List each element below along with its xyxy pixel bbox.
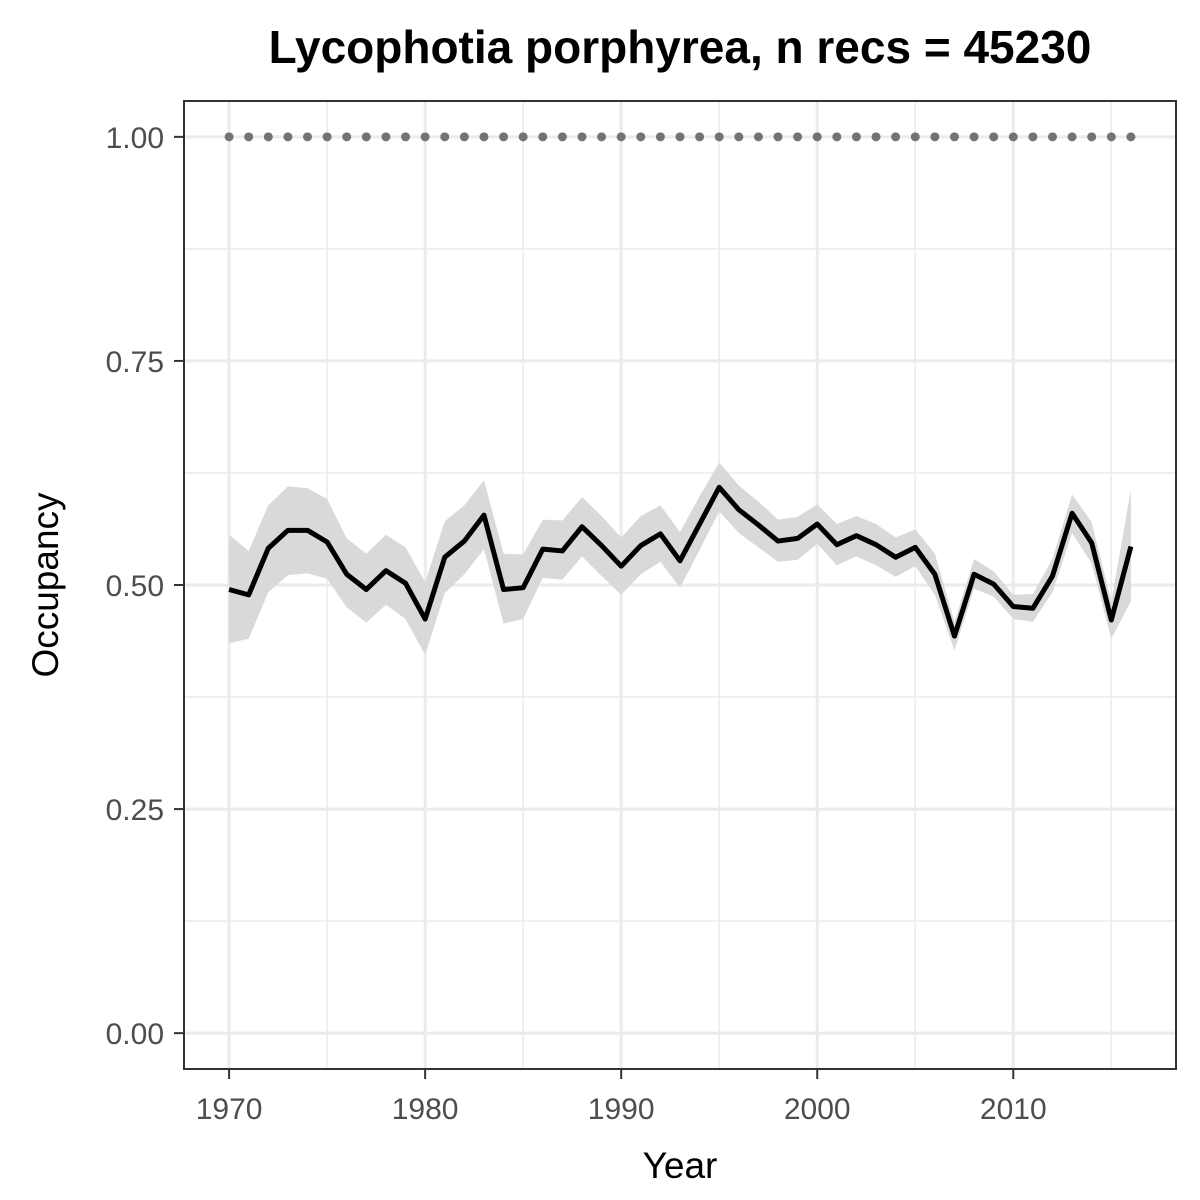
reference-point <box>557 132 567 142</box>
reference-point <box>1067 132 1077 142</box>
reference-point <box>577 132 587 142</box>
x-tick-label: 1970 <box>196 1093 263 1126</box>
reference-point <box>342 132 352 142</box>
reference-point <box>244 132 254 142</box>
reference-point <box>655 132 665 142</box>
reference-point <box>714 132 724 142</box>
reference-point <box>773 132 783 142</box>
y-tick-label: 0.75 <box>106 346 164 379</box>
x-tick-label: 2010 <box>980 1093 1047 1126</box>
y-axis: 0.00 0.25 0.50 0.75 1.00 <box>106 122 184 1051</box>
reference-point <box>989 132 999 142</box>
reference-point <box>361 132 371 142</box>
reference-point <box>303 132 313 142</box>
reference-point <box>1047 132 1057 142</box>
reference-point <box>518 132 528 142</box>
x-tick-label: 1980 <box>392 1093 459 1126</box>
reference-point <box>675 132 685 142</box>
occupancy-line <box>228 484 1134 639</box>
reference-point <box>930 132 940 142</box>
x-tick-label: 1990 <box>588 1093 655 1126</box>
reference-points <box>224 132 1136 142</box>
reference-point <box>1087 132 1097 142</box>
reference-point <box>401 132 411 142</box>
reference-point <box>322 132 332 142</box>
reference-point <box>616 132 626 142</box>
reference-point <box>283 132 293 142</box>
reference-point <box>949 132 959 142</box>
reference-point <box>263 132 273 142</box>
reference-point <box>224 132 234 142</box>
x-axis: 1970 1980 1990 2000 2010 <box>196 1069 1047 1126</box>
reference-point <box>734 132 744 142</box>
reference-point <box>440 132 450 142</box>
y-tick-label: 1.00 <box>106 122 164 155</box>
reference-point <box>969 132 979 142</box>
reference-point <box>538 132 548 142</box>
reference-point <box>851 132 861 142</box>
reference-point <box>597 132 607 142</box>
y-tick-label: 0.50 <box>106 570 164 603</box>
reference-point <box>636 132 646 142</box>
reference-point <box>910 132 920 142</box>
reference-point <box>1126 132 1136 142</box>
reference-point <box>871 132 881 142</box>
reference-point <box>459 132 469 142</box>
reference-point <box>832 132 842 142</box>
reference-point <box>793 132 803 142</box>
reference-point <box>1008 132 1018 142</box>
reference-point <box>695 132 705 142</box>
y-axis-title: Occupancy <box>25 492 66 678</box>
reference-point <box>891 132 901 142</box>
reference-point <box>479 132 489 142</box>
x-tick-label: 2000 <box>784 1093 851 1126</box>
reference-point <box>1106 132 1116 142</box>
y-tick-label: 0.00 <box>106 1018 164 1051</box>
reference-point <box>812 132 822 142</box>
reference-point <box>381 132 391 142</box>
x-axis-title: Year <box>643 1145 718 1186</box>
reference-point <box>420 132 430 142</box>
reference-point <box>753 132 763 142</box>
chart-title: Lycophotia porphyrea, n recs = 45230 <box>269 21 1092 73</box>
reference-point <box>1028 132 1038 142</box>
reference-point <box>499 132 509 142</box>
y-tick-label: 0.25 <box>106 794 164 827</box>
